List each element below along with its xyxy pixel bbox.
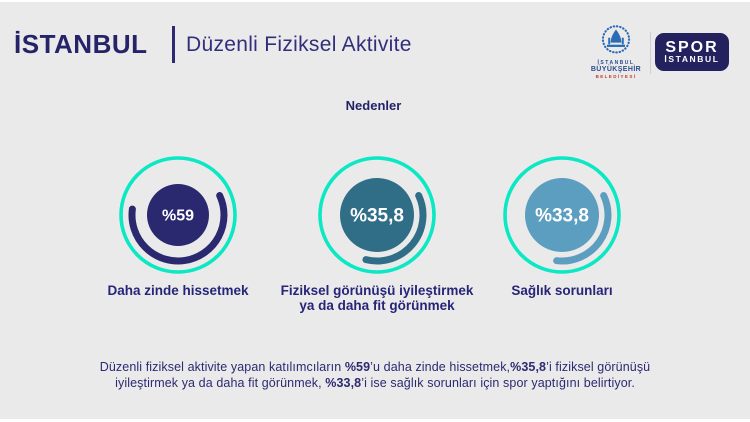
chart-value-label: %59 bbox=[162, 208, 194, 225]
footer-summary-text: Düzenli fiziksel aktivite yapan katılımc… bbox=[99, 359, 651, 390]
chart-outer-ring bbox=[119, 156, 237, 274]
ibb-logo-line2: BÜYÜKŞEHİR bbox=[590, 66, 642, 73]
chart-value-disc bbox=[340, 178, 414, 252]
chart-category-label: Sağlık sorunları bbox=[511, 283, 613, 298]
chart-value-disc bbox=[147, 184, 209, 246]
ibb-emblem-icon bbox=[601, 25, 631, 54]
brand-title-divider bbox=[172, 26, 175, 63]
istanbul-brand-wordmark: İSTANBUL bbox=[14, 29, 148, 59]
chart-value-arc bbox=[553, 192, 612, 265]
chart-outer-ring bbox=[503, 156, 621, 274]
spor-logo-line1: SPOR bbox=[665, 39, 719, 56]
chart-value-label: %35,8 bbox=[350, 206, 404, 227]
section-badge-label: Nedenler bbox=[345, 97, 402, 113]
section-badge: Nedenler bbox=[264, 95, 483, 115]
logo-divider bbox=[650, 32, 651, 74]
chart-value-disc bbox=[525, 178, 599, 252]
ibb-logo-line1: İSTANBUL bbox=[597, 60, 635, 66]
chart-value-arc bbox=[362, 192, 427, 265]
chart-category-label: Fiziksel görünüşü iyileştirmek ya da daha… bbox=[280, 283, 474, 313]
donut-chart-fiziksel-gorunus: %35,8 Fiziksel görünüşü iyileştirmek ya d… bbox=[262, 150, 492, 313]
ibb-logo-line3: BELEDİYESİ bbox=[595, 74, 637, 79]
spor-logo-line2: İSTANBUL bbox=[664, 54, 720, 64]
donut-chart-daha-zinde: %59 Daha zinde hissetmek bbox=[63, 150, 293, 299]
page-title: Düzenli Fiziksel Aktivite bbox=[186, 33, 412, 56]
donut-chart-saglik-sorunlari: %33,8 Sağlık sorunları bbox=[447, 150, 677, 299]
chart-value-arc bbox=[128, 192, 228, 265]
chart-category-label: Daha zinde hissetmek bbox=[107, 283, 249, 298]
ibb-municipality-logo: İSTANBUL BÜYÜKŞEHİR BELEDİYESİ bbox=[585, 23, 647, 80]
chart-value-label: %33,8 bbox=[535, 206, 589, 227]
spor-istanbul-logo: SPOR İSTANBUL bbox=[655, 33, 729, 71]
chart-outer-ring bbox=[318, 156, 436, 274]
